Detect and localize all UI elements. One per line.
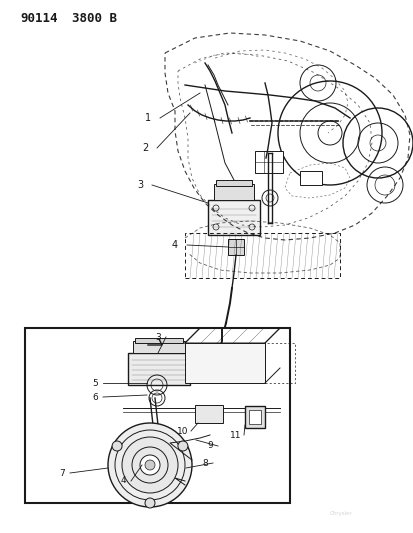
Bar bbox=[25, 328, 289, 503]
Text: 8: 8 bbox=[202, 458, 207, 467]
Text: 3800 B: 3800 B bbox=[72, 12, 117, 25]
Text: 90114: 90114 bbox=[20, 12, 57, 25]
Text: 4: 4 bbox=[120, 477, 126, 486]
Bar bbox=[216, 180, 252, 186]
Bar bbox=[207, 200, 259, 235]
Circle shape bbox=[112, 441, 122, 451]
Text: 10: 10 bbox=[177, 426, 188, 435]
Text: 1: 1 bbox=[145, 113, 151, 123]
Circle shape bbox=[178, 441, 188, 451]
Bar bbox=[128, 353, 190, 385]
Bar bbox=[185, 233, 339, 278]
Circle shape bbox=[140, 455, 159, 475]
Text: 9: 9 bbox=[206, 441, 212, 450]
Text: Chrysler: Chrysler bbox=[329, 511, 352, 516]
Text: 6: 6 bbox=[92, 392, 97, 401]
Text: 4: 4 bbox=[171, 240, 178, 250]
Bar bbox=[195, 405, 223, 423]
Text: 7: 7 bbox=[59, 469, 65, 478]
Bar bbox=[244, 406, 264, 428]
Circle shape bbox=[145, 498, 154, 508]
Bar bbox=[214, 184, 254, 200]
Bar bbox=[264, 343, 294, 383]
Bar bbox=[185, 343, 264, 383]
Circle shape bbox=[108, 423, 192, 507]
Bar bbox=[228, 239, 243, 255]
Bar bbox=[299, 171, 321, 185]
Circle shape bbox=[122, 437, 178, 493]
Text: 11: 11 bbox=[230, 431, 241, 440]
Text: 2: 2 bbox=[142, 143, 148, 153]
Bar bbox=[133, 341, 185, 353]
Bar bbox=[248, 410, 260, 424]
Bar bbox=[254, 151, 282, 173]
Circle shape bbox=[145, 460, 154, 470]
Bar bbox=[135, 338, 183, 343]
Text: 3: 3 bbox=[155, 333, 161, 342]
Text: 3: 3 bbox=[137, 180, 143, 190]
Text: 5: 5 bbox=[92, 378, 97, 387]
